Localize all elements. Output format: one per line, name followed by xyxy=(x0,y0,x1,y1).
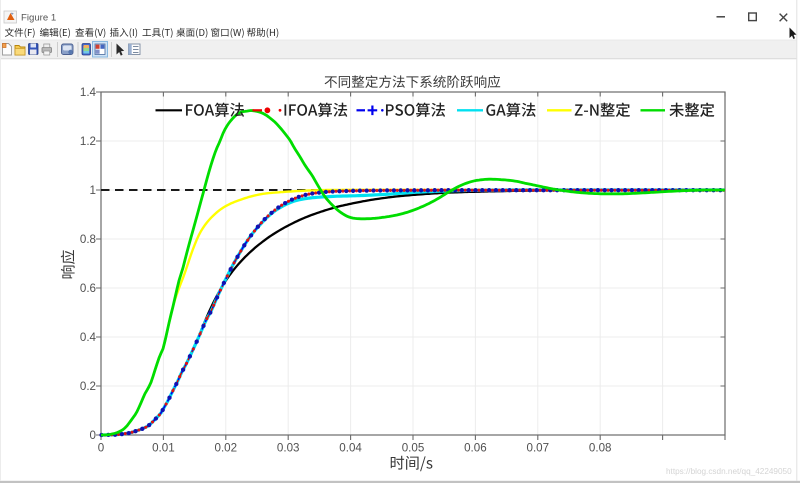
svg-text:0.08: 0.08 xyxy=(589,442,612,455)
svg-text:https://blog.csdn.net/qq_42249: https://blog.csdn.net/qq_42249050 xyxy=(666,467,792,476)
svg-text:0.01: 0.01 xyxy=(152,442,175,455)
svg-text:0.06: 0.06 xyxy=(464,442,487,455)
svg-text:Figure 1: Figure 1 xyxy=(21,12,56,23)
svg-text:0.05: 0.05 xyxy=(402,442,425,455)
svg-text:0: 0 xyxy=(90,429,96,442)
svg-text:0.04: 0.04 xyxy=(339,442,362,455)
svg-text:1.4: 1.4 xyxy=(80,86,97,99)
svg-text:0.02: 0.02 xyxy=(215,442,238,455)
svg-text:0.6: 0.6 xyxy=(80,282,96,295)
svg-text:1.2: 1.2 xyxy=(80,135,96,148)
svg-text:0.4: 0.4 xyxy=(80,331,97,344)
svg-text:0.2: 0.2 xyxy=(80,380,96,393)
svg-text:0: 0 xyxy=(98,442,104,455)
svg-text:0.07: 0.07 xyxy=(527,442,550,455)
svg-text:1: 1 xyxy=(90,184,96,197)
svg-text:0.03: 0.03 xyxy=(277,442,300,455)
svg-text:0.8: 0.8 xyxy=(80,233,96,246)
